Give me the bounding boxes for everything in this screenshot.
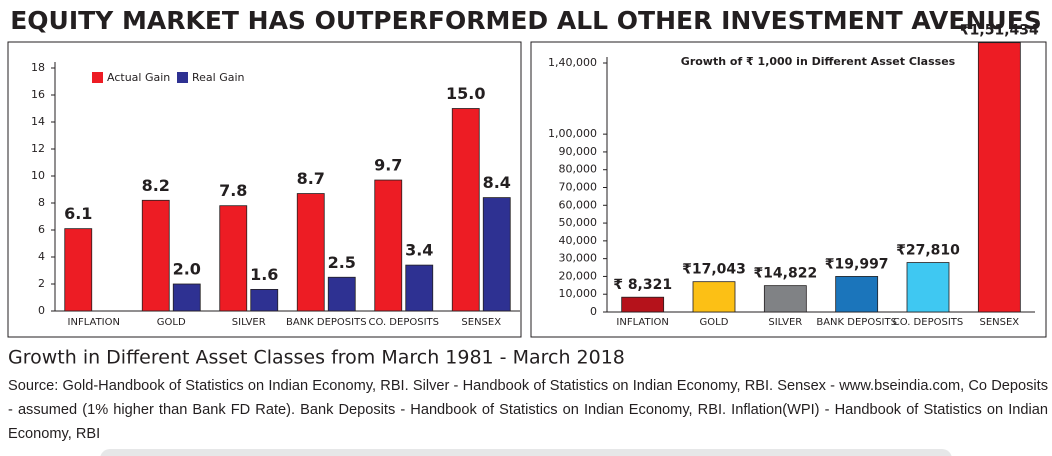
bar [172,283,201,312]
y-tick-label: 0 [590,305,597,318]
subtitle: Growth of ₹ 1,000 in Different Asset Cla… [681,55,956,68]
bar [141,199,170,312]
y-tick-label: 70,000 [559,181,598,194]
x-tick-label: SILVER [232,317,266,328]
y-tick-label: 4 [38,250,45,263]
legend-label: Real Gain [192,71,245,84]
y-tick-label: 1,00,000 [548,127,597,140]
bar [374,179,403,312]
bar [692,281,736,313]
y-tick-label: 80,000 [559,163,598,176]
y-tick-label: 1,40,000 [548,56,597,69]
y-tick-label: 60,000 [559,198,598,211]
y-tick-label: 2 [38,277,45,290]
legend-swatch [177,72,188,83]
value-label: ₹ 8,321 [613,277,672,293]
x-tick-label: SENSEX [979,317,1019,328]
value-label: ₹1,51,434 [960,23,1039,39]
y-tick-label: 0 [38,304,45,317]
value-label: 1.6 [250,265,278,284]
title: EQUITY MARKET HAS OUTPERFORMED ALL OTHER… [10,6,1042,35]
x-tick-label: INFLATION [616,317,668,328]
value-label: 2.5 [328,253,356,272]
right-panel [530,41,1047,338]
value-label: 6.1 [64,204,92,223]
bar [621,296,665,313]
y-tick-label: 12 [31,142,45,155]
y-tick-label: 18 [31,61,45,74]
legend-swatch [92,72,103,83]
x-tick-label: SILVER [768,317,802,328]
value-label: 8.2 [142,176,170,195]
y-tick-label: 90,000 [559,145,598,158]
value-label: 8.7 [297,169,325,188]
bar [219,205,248,312]
bar [451,108,480,312]
left-panel [7,41,522,338]
y-tick-label: 16 [31,88,45,101]
x-tick-label: GOLD [700,317,729,328]
value-label: ₹17,043 [682,262,746,278]
value-label: 9.7 [374,156,402,175]
bar [906,262,950,313]
y-tick-label: 20,000 [559,269,598,282]
x-tick-label: SENSEX [461,317,501,328]
bar [64,228,93,312]
bar [763,285,807,313]
y-tick-label: 14 [31,115,45,128]
x-tick-label: CO. DEPOSITS [893,317,963,328]
y-tick-label: 10,000 [559,287,598,300]
caption: Growth in Different Asset Classes from M… [8,347,625,369]
y-tick-label: 10 [31,169,45,182]
value-label: ₹14,822 [753,266,817,282]
value-label: ₹19,997 [825,256,889,272]
bar [327,276,356,312]
legend-label: Actual Gain [107,71,170,84]
y-tick-label: 50,000 [559,216,598,229]
value-label: 7.8 [219,181,247,200]
value-label: 2.0 [173,260,201,279]
x-tick-label: INFLATION [68,317,120,328]
y-tick-label: 8 [38,196,45,209]
y-tick-label: 6 [38,223,45,236]
x-tick-label: CO. DEPOSITS [369,317,439,328]
bar [835,276,879,313]
value-label: 8.4 [483,173,511,192]
value-label: 15.0 [446,84,485,103]
bar [482,197,511,312]
y-tick-label: 40,000 [559,234,598,247]
source: Source: Gold-Handbook of Statistics on I… [8,378,1048,442]
value-label: 3.4 [405,241,433,260]
bottom-bar [100,449,952,456]
x-tick-label: BANK DEPOSITS [816,317,897,328]
x-tick-label: GOLD [157,317,186,328]
bar [977,42,1021,313]
value-label: ₹27,810 [896,243,960,259]
x-tick-label: BANK DEPOSITS [286,317,367,328]
y-tick-label: 30,000 [559,252,598,265]
bar [250,288,279,312]
bar [296,193,325,312]
bar [405,264,434,312]
